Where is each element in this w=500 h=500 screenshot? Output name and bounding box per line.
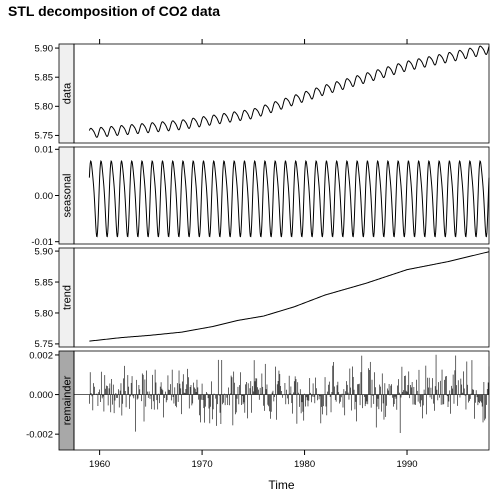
y-tick-label-trend: 5.90 (35, 246, 54, 257)
series-line-trend (89, 251, 490, 342)
panel-trend (73, 247, 490, 348)
y-tick-label-seasonal: 0.01 (35, 145, 54, 156)
x-tick-label: 1990 (396, 459, 417, 470)
y-tick-label-trend: 5.80 (35, 308, 54, 319)
panel-seasonal (73, 146, 490, 245)
y-tick-label-data: 5.90 (35, 43, 54, 54)
y-tick-label-trend: 5.75 (35, 339, 54, 350)
x-axis-label: Time (268, 478, 295, 492)
x-tick-label: 1970 (192, 459, 213, 470)
chart-title: STL decomposition of CO2 data (8, 3, 221, 19)
y-tick-label-trend: 5.85 (35, 277, 54, 288)
y-tick-label-remainder: -0.002 (26, 429, 53, 440)
series-line-seasonal (88, 159, 490, 238)
y-tick-label-remainder: 0.002 (29, 350, 53, 361)
strip-label-data: data (62, 82, 74, 104)
y-tick-label-data: 5.75 (35, 131, 54, 142)
panel-remainder (73, 350, 490, 451)
y-tick-label-seasonal: 0.00 (35, 191, 54, 202)
panel-data (73, 43, 490, 144)
y-tick-label-seasonal: -0.01 (31, 237, 53, 248)
series-line-data (88, 45, 490, 138)
strip-label-seasonal: seasonal (62, 173, 74, 217)
x-tick-label: 1980 (294, 459, 315, 470)
strip-label-remainder: remainder (62, 375, 74, 425)
y-tick-label-data: 5.80 (35, 102, 54, 113)
y-tick-label-data: 5.85 (35, 72, 54, 83)
x-tick-label: 1960 (89, 459, 110, 470)
strip-label-trend: trend (62, 285, 74, 310)
y-tick-label-remainder: 0.000 (29, 390, 53, 401)
